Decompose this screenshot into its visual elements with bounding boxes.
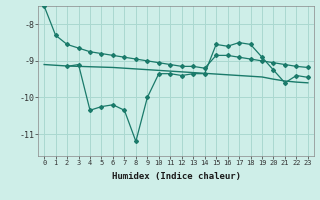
X-axis label: Humidex (Indice chaleur): Humidex (Indice chaleur) <box>111 172 241 181</box>
